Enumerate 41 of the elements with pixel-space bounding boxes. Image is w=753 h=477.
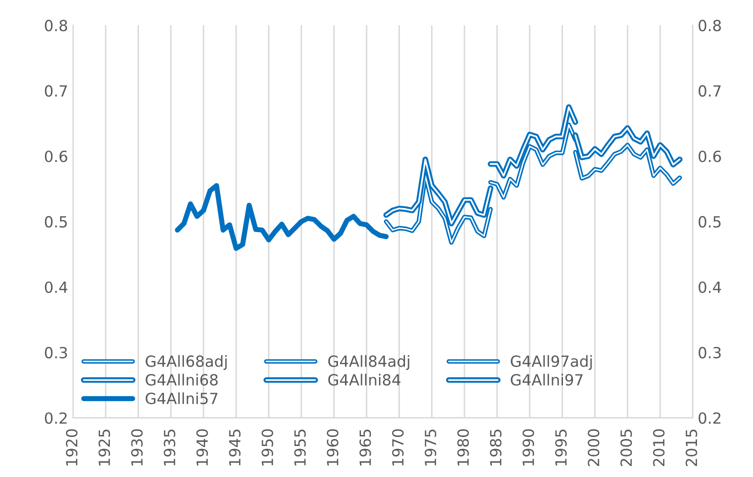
x-tick-label: 1950	[262, 429, 274, 466]
x-tick-label: 1975	[424, 430, 436, 466]
y-tick-label: 0.3	[44, 346, 67, 358]
y-tick-label: 0.5	[44, 216, 67, 228]
y-tick-label: 0.7	[44, 85, 67, 97]
legend-label: G4Allni84	[328, 374, 400, 386]
x-tick-label: 1955	[294, 430, 306, 466]
x-tick-label: 1985	[490, 430, 502, 466]
x-tick-label: 1925	[98, 430, 110, 466]
y2-tick-label: 0.6	[698, 150, 721, 162]
y2-tick-label: 0.5	[698, 216, 721, 228]
y-tick-label: 0.6	[44, 150, 68, 162]
y-tick-label: 0.2	[44, 412, 67, 424]
legend-label: G4All68adj	[146, 355, 227, 370]
y2-tick-label: 0.2	[698, 412, 720, 424]
y2-tick-label: 0.3	[698, 346, 721, 358]
y2-tick-label: 0.8	[698, 20, 721, 32]
x-tick-label: 1995	[555, 430, 567, 466]
y2-tick-label: 0.4	[698, 281, 722, 294]
legend-label: G4Allni57	[146, 392, 218, 404]
x-tick-label: 1930	[131, 429, 143, 466]
y-tick-label: 0.4	[44, 281, 68, 294]
x-tick-label: 1960	[326, 429, 338, 466]
legend-label: G4Allni97	[510, 374, 583, 386]
x-tick-label: 2000	[588, 429, 600, 466]
x-tick-label: 1990	[522, 429, 534, 466]
x-tick-label: 1940	[196, 429, 208, 466]
x-tick-label: 1935	[164, 430, 176, 466]
x-tick-label: 1920	[66, 429, 78, 466]
x-tick-label: 1980	[457, 429, 469, 466]
x-tick-label: 2010	[653, 429, 665, 466]
y-tick-label: 0.8	[44, 20, 68, 32]
legend-label: G4All97adj	[510, 355, 592, 370]
legend-label: G4Allni68	[146, 374, 218, 386]
x-tick-label: 1970	[392, 429, 404, 466]
x-tick-label: 1945	[229, 430, 241, 466]
x-tick-label: 2015	[686, 430, 698, 466]
x-tick-label: 2005	[620, 430, 632, 466]
legend-label: G4All84adj	[328, 355, 410, 370]
x-tick-label: 1965	[359, 430, 372, 466]
y2-tick-label: 0.7	[698, 85, 721, 97]
